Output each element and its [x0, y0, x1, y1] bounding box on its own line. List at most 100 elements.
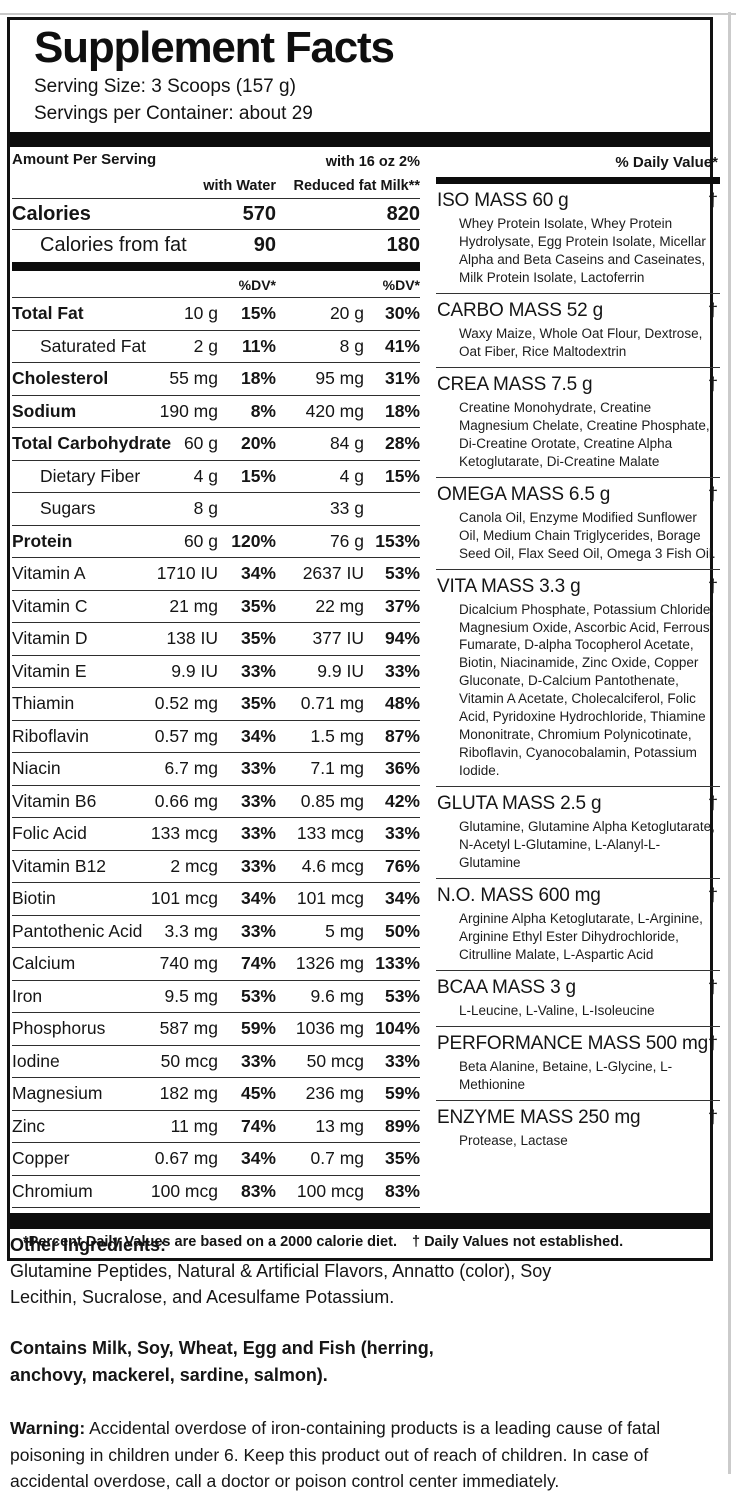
- table-row: Biotin 101 mcg 34% 101 mcg 34%: [12, 883, 420, 916]
- daily-value-header: % Daily Value*: [615, 154, 718, 172]
- milk-column-header-line2: Reduced fat Milk**: [293, 177, 421, 194]
- other-ingredients-text: Glutamine Peptides, Natural & Artificial…: [10, 1261, 552, 1308]
- amount-with-water: 587 mg: [159, 1018, 218, 1039]
- blend-section: CARBO MASS 52 g † Waxy Maize, Whole Oat …: [436, 294, 720, 368]
- dagger-symbol: †: [707, 1106, 718, 1127]
- amount-with-water: 11 mg: [170, 1115, 218, 1136]
- blend-header: OMEGA MASS 6.5 g †: [436, 482, 720, 506]
- dv-with-milk: 104%: [375, 1018, 420, 1039]
- blend-section: CREA MASS 7.5 g † Creatine Monohydrate, …: [436, 368, 720, 478]
- other-ingredients-block: Other Ingredients: Glutamine Peptides, N…: [10, 1232, 728, 1310]
- table-row: Thiamin 0.52 mg 35% 0.71 mg 48%: [12, 688, 420, 721]
- dagger-symbol: †: [707, 373, 718, 394]
- panel-header: Supplement Facts Serving Size: 3 Scoops …: [10, 20, 710, 132]
- dv-with-milk: 42%: [384, 790, 420, 811]
- dv-with-milk: 89%: [384, 1115, 420, 1136]
- dagger-symbol: †: [707, 884, 718, 905]
- table-row: Cholesterol 55 mg 18% 95 mg 31%: [12, 363, 420, 396]
- dv-with-water: 11%: [241, 335, 276, 356]
- amount-with-water: 50 mcg: [160, 1050, 218, 1071]
- blend-ingredients: Arginine Alpha Ketoglutarate, L-Arginine…: [459, 910, 703, 962]
- amount-with-milk: 9.9 IU: [317, 660, 364, 681]
- dv-with-milk: 33%: [384, 660, 420, 681]
- dv-with-milk: 133%: [375, 953, 420, 974]
- table-row: Copper 0.67 mg 34% 0.7 mg 35%: [12, 1143, 420, 1176]
- amount-with-water: 8 g: [193, 498, 218, 519]
- blend-header: BCAA MASS 3 g †: [436, 975, 720, 999]
- allergen-statement: Contains Milk, Soy, Wheat, Egg and Fish …: [10, 1338, 434, 1386]
- dv-with-milk: 33%: [384, 823, 420, 844]
- nutrient-name: Sugars: [40, 498, 96, 519]
- amount-with-water: 10 g: [183, 303, 218, 324]
- amount-with-water: 101 mcg: [150, 888, 218, 909]
- blend-header: VITA MASS 3.3 g †: [436, 574, 720, 598]
- scan-edge-strip: [728, 12, 731, 1474]
- amount-with-water: 2 g: [193, 335, 218, 356]
- amount-with-milk: 0.71 mg: [300, 693, 364, 714]
- amount-with-milk: 1326 mg: [295, 953, 364, 974]
- nutrient-name: Total Fat: [12, 303, 84, 324]
- amount-with-milk: 4.6 mcg: [301, 855, 364, 876]
- table-row: Zinc 11 mg 74% 13 mg 89%: [12, 1111, 420, 1144]
- dv-with-milk: 41%: [384, 335, 420, 356]
- dv-with-milk: 37%: [384, 595, 420, 616]
- amount-with-milk: 84 g: [329, 433, 364, 454]
- table-row: Vitamin D 138 IU 35% 377 IU 94%: [12, 623, 420, 656]
- table-row: Iron 9.5 mg 53% 9.6 mg 53%: [12, 981, 420, 1014]
- table-row: Chromium 100 mcg 83% 100 mcg 83%: [12, 1176, 420, 1209]
- amount-with-water: 0.67 mg: [154, 1148, 218, 1169]
- dv-with-water: 35%: [240, 595, 276, 616]
- blend-section: ISO MASS 60 g † Whey Protein Isolate, Wh…: [436, 184, 720, 294]
- amount-with-water: 2 mcg: [170, 855, 218, 876]
- blend-ingredients: Canola Oil, Enzyme Modified Sunflower Oi…: [459, 509, 716, 561]
- dv-with-water: 33%: [240, 758, 276, 779]
- amount-with-water: 0.57 mg: [154, 725, 218, 746]
- nutrient-name: Sodium: [12, 400, 77, 421]
- amount-with-milk: 76 g: [329, 530, 364, 551]
- table-row: Iodine 50 mcg 33% 50 mcg 33%: [12, 1046, 420, 1079]
- divider-bar-bottom: [10, 1213, 710, 1230]
- below-panel-text: Other Ingredients: Glutamine Peptides, N…: [10, 1232, 728, 1512]
- divider-bar-dv: [12, 262, 420, 272]
- amount-with-milk: 236 mg: [305, 1083, 364, 1104]
- dv-with-water: 35%: [240, 693, 276, 714]
- dv-with-milk: 18%: [384, 400, 420, 421]
- dv-with-milk: 50%: [384, 920, 420, 941]
- amount-with-milk: 0.7 mg: [310, 1148, 365, 1169]
- blend-column: % Daily Value* ISO MASS 60 g † Whey Prot…: [436, 147, 720, 1208]
- amount-with-water: 138 IU: [166, 628, 218, 649]
- dagger-symbol: †: [707, 299, 718, 320]
- dv-with-water: 34%: [240, 725, 276, 746]
- dv-with-milk: 35%: [384, 1148, 420, 1169]
- amount-with-water: 9.5 mg: [164, 985, 219, 1006]
- dv-water-label: %DV*: [238, 277, 276, 294]
- dv-with-milk: 30%: [384, 303, 420, 324]
- amount-with-water: 60 g: [183, 530, 218, 551]
- divider-bar-top: [10, 132, 710, 148]
- nutrient-name: Protein: [12, 530, 73, 551]
- dagger-symbol: †: [707, 190, 718, 211]
- blend-name: OMEGA MASS 6.5 g: [437, 483, 611, 505]
- table-row: Total Fat 10 g 15% 20 g 30%: [12, 298, 420, 331]
- dv-with-water: 33%: [240, 920, 276, 941]
- table-row: Vitamin E 9.9 IU 33% 9.9 IU 33%: [12, 656, 420, 689]
- table-row: Vitamin B6 0.66 mg 33% 0.85 mg 42%: [12, 786, 420, 819]
- blend-name: GLUTA MASS 2.5 g: [437, 793, 602, 815]
- dv-with-water: 34%: [240, 1148, 276, 1169]
- blend-ingredients: L-Leucine, L-Valine, L-Isoleucine: [459, 1002, 655, 1018]
- dv-with-milk: 31%: [384, 368, 420, 389]
- blend-header: N.O. MASS 600 mg †: [436, 883, 720, 907]
- amount-with-milk: 33 g: [329, 498, 364, 519]
- blend-section: GLUTA MASS 2.5 g † Glutamine, Glutamine …: [436, 787, 720, 879]
- dv-with-water: 35%: [240, 628, 276, 649]
- nutrient-name: Cholesterol: [12, 368, 109, 389]
- dv-with-water: 33%: [240, 790, 276, 811]
- nutrient-name: Vitamin A: [12, 563, 86, 584]
- amount-with-milk: 4 g: [339, 465, 364, 486]
- blend-ingredients: Protease, Lactase: [459, 1132, 568, 1148]
- amount-with-milk: 0.85 mg: [300, 790, 364, 811]
- nutrient-name: Biotin: [12, 888, 56, 909]
- table-row: Folic Acid 133 mcg 33% 133 mcg 33%: [12, 818, 420, 851]
- milk-column-header-line1: with 16 oz 2%: [325, 154, 420, 171]
- dv-with-water: 33%: [240, 1050, 276, 1071]
